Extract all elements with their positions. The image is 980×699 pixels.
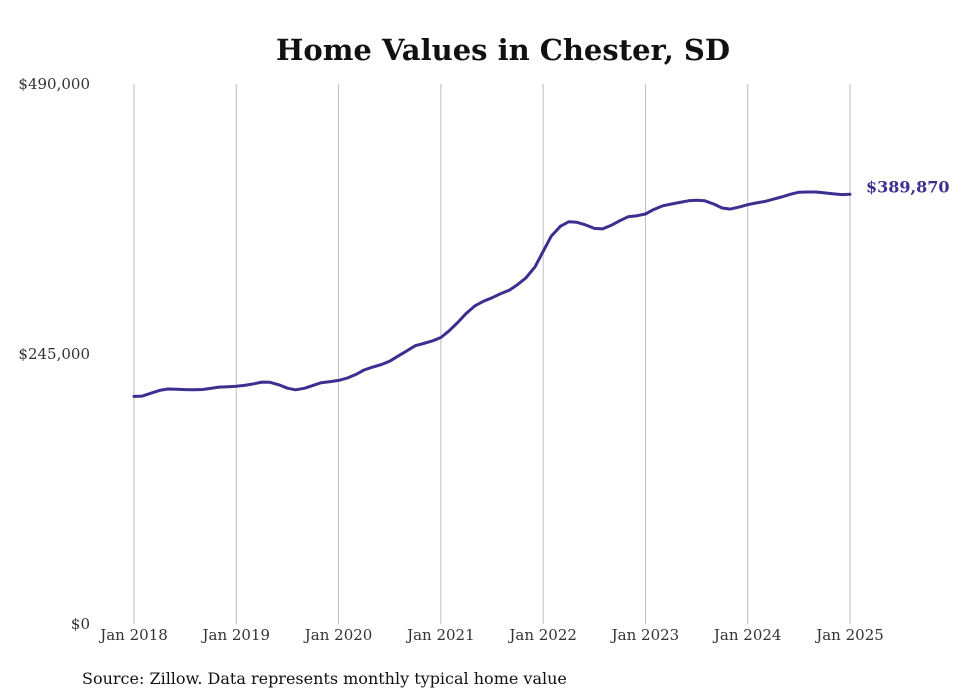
- x-tick-label: Jan 2025: [814, 626, 884, 644]
- source-note: Source: Zillow. Data represents monthly …: [82, 669, 567, 688]
- x-tick-label: Jan 2018: [98, 626, 168, 644]
- y-tick-label: $0: [71, 615, 90, 633]
- gridlines: [133, 84, 851, 624]
- y-axis-ticks: $0 $245,000 $490,000: [18, 75, 90, 633]
- y-tick-label: $245,000: [18, 345, 90, 363]
- series-line: [132, 190, 852, 398]
- x-tick-label: Jan 2019: [201, 626, 271, 644]
- x-tick-label: Jan 2023: [610, 626, 680, 644]
- y-tick-label: $490,000: [18, 75, 90, 93]
- x-tick-label: Jan 2024: [712, 626, 782, 644]
- x-axis-ticks: Jan 2018 Jan 2019 Jan 2020 Jan 2021 Jan 2022…: [98, 626, 884, 644]
- x-tick-label: Jan 2020: [303, 626, 373, 644]
- series-layer: $389,870: [132, 177, 950, 398]
- chart-title: Home Values in Chester, SD: [276, 33, 730, 67]
- x-tick-label: Jan 2022: [507, 626, 577, 644]
- x-tick-label: Jan 2021: [405, 626, 475, 644]
- end-value-label: $389,870: [866, 177, 950, 196]
